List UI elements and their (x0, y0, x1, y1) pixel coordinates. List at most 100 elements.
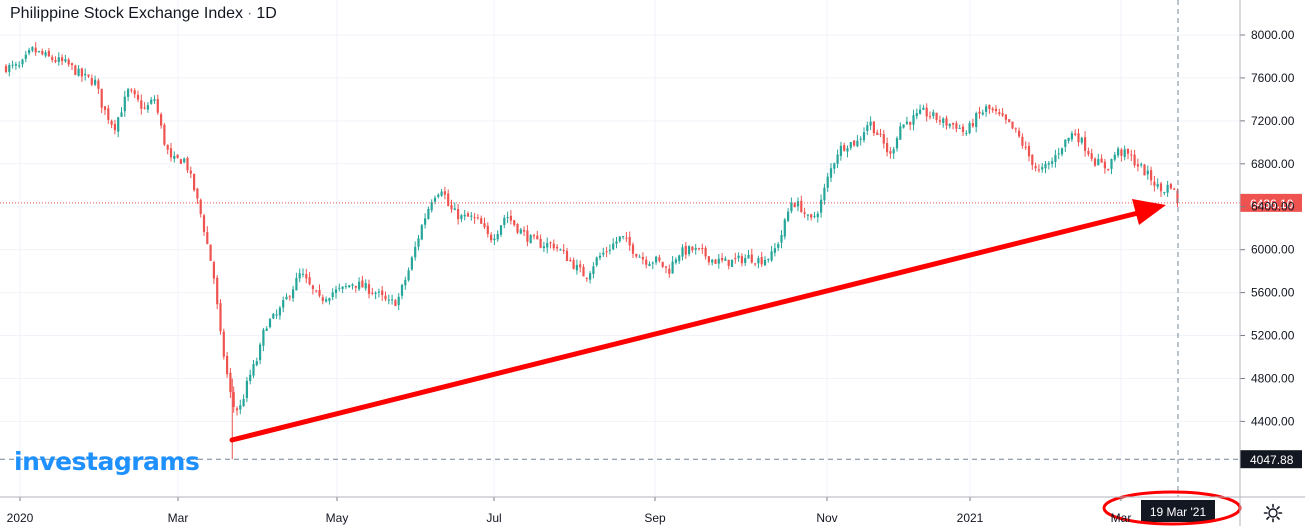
candle-body (433, 197, 437, 202)
settings-button[interactable] (1263, 503, 1283, 523)
candle-body (872, 121, 875, 134)
candle-body (1117, 148, 1120, 156)
candle-body (1107, 168, 1110, 170)
candle-body (509, 215, 512, 221)
candle-body (829, 168, 833, 178)
candle-body (440, 191, 443, 196)
candle-body (803, 212, 806, 214)
candle-body (1054, 155, 1057, 162)
candle-body (661, 261, 664, 267)
candle-body (915, 113, 918, 117)
candle-body (414, 246, 417, 258)
candle-body (770, 251, 773, 261)
candle-body (28, 49, 31, 54)
candle-body (338, 287, 341, 289)
candle-body (895, 138, 899, 149)
candle-body (608, 249, 611, 251)
candlestick-series (4, 42, 1179, 460)
candle-body (767, 258, 770, 260)
candle-body (961, 126, 965, 132)
candle-body (965, 132, 968, 134)
candle-body (678, 255, 681, 261)
candle-body (938, 120, 941, 122)
candle-body (697, 247, 701, 249)
candle-body (955, 123, 958, 129)
candle-body (1153, 181, 1156, 186)
candle-body (315, 290, 318, 292)
candle-body (744, 258, 747, 263)
candle-body (529, 235, 532, 244)
candle-body (77, 68, 80, 76)
candle-body (582, 266, 585, 277)
candle-body (100, 88, 103, 108)
candle-body (466, 213, 470, 217)
candle-body (189, 170, 192, 174)
candle-body (542, 246, 545, 249)
x-tick-label: Mar (168, 511, 189, 525)
candle-body (117, 117, 120, 132)
candle-body (1110, 159, 1113, 169)
candle-body (516, 223, 519, 233)
candle-body (536, 235, 539, 240)
candle-body (31, 47, 34, 51)
candle-body (1093, 158, 1097, 166)
candle-body (311, 285, 314, 289)
y-tick-label: 4800.00 (1251, 371, 1295, 385)
annotation-arrow-head (1132, 199, 1166, 225)
candle-body (143, 107, 146, 109)
candle-body (394, 300, 397, 307)
candle-body (724, 258, 727, 261)
candle-body (773, 248, 776, 253)
candle-body (988, 104, 991, 109)
candle-body (344, 286, 347, 288)
y-tick-label: 5200.00 (1251, 329, 1295, 343)
candle-body (216, 277, 219, 305)
candle-body (84, 73, 87, 76)
candle-body (1133, 154, 1136, 166)
candle-body (598, 255, 602, 258)
candle-body (90, 78, 93, 85)
candle-body (443, 191, 446, 195)
candle-body (810, 214, 813, 218)
candle-body (658, 257, 661, 261)
candle-body (410, 257, 413, 270)
candle-body (163, 124, 166, 145)
candle-body (638, 256, 641, 258)
candle-body (235, 408, 239, 411)
x-tick-label: 2020 (7, 511, 34, 525)
candle-body (645, 259, 648, 265)
candle-body (816, 213, 819, 218)
candle-body (664, 266, 668, 268)
candle-body (539, 238, 542, 248)
candle-body (1169, 184, 1172, 189)
candle-body (935, 112, 938, 120)
candle-body (219, 303, 222, 332)
candle-body (417, 238, 420, 247)
candle-body (668, 268, 671, 274)
candle-body (734, 258, 737, 260)
candle-body (1123, 149, 1126, 158)
candle-body (268, 319, 272, 328)
candle-body (1176, 190, 1179, 203)
candle-body (757, 258, 760, 264)
candle-body (853, 140, 856, 146)
candle-body (968, 123, 971, 134)
x-tick-label: Nov (816, 511, 837, 525)
candle-body (8, 64, 11, 72)
candle-body (202, 215, 206, 233)
candle-body (552, 243, 555, 249)
candle-body (800, 200, 803, 213)
y-tick-label: 8000.00 (1251, 28, 1295, 42)
candle-body (288, 296, 291, 298)
candle-body (153, 99, 156, 101)
candle-body (196, 188, 199, 199)
candle-body (625, 237, 628, 239)
candle-body (183, 158, 186, 163)
candle-body (1011, 121, 1014, 129)
logo-text: investagrams (14, 447, 200, 476)
interval-label[interactable]: 1D (256, 5, 277, 22)
candle-body (572, 260, 575, 269)
candle-body (628, 236, 631, 246)
